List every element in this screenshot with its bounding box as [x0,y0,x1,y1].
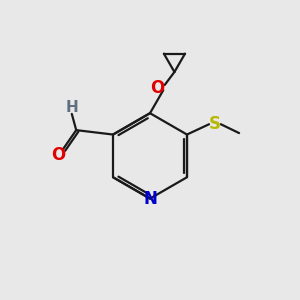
Text: O: O [150,79,164,97]
Text: H: H [65,100,78,115]
Text: O: O [51,146,66,164]
Text: S: S [209,115,221,133]
Text: N: N [143,190,157,208]
